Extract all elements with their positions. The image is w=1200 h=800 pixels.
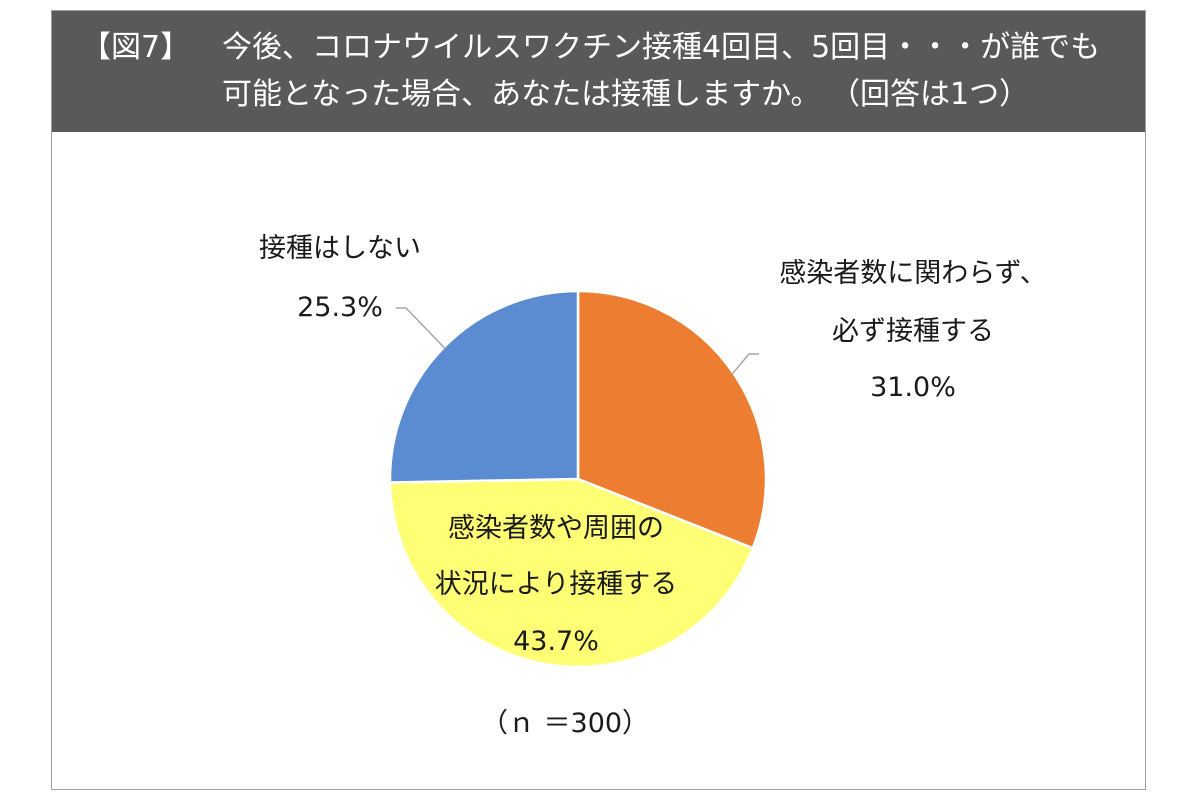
slice-2-label-line-1: 感染者数や周囲の: [448, 513, 664, 544]
slice-2-value-label: 43.7%: [513, 626, 599, 657]
sample-size-note: （ｎ ＝300）: [481, 708, 649, 739]
chart-title-line-2: 可能となった場合、あなたは接種しますか。 （回答は1つ）: [222, 77, 1030, 112]
slice-1-label-line-2: 必ず接種する: [832, 316, 994, 347]
pie-slice-2: [388, 477, 755, 669]
slice-1-leader-line: [731, 353, 759, 375]
chart-frame: 【図7】 今後、コロナウイルスワクチン接種4回目、5回目・・・が誰でも 可能とな…: [51, 10, 1146, 790]
slice-1-value-label: 31.0%: [870, 372, 956, 403]
slice-3-value-label: 25.3%: [297, 292, 383, 323]
slice-3-leader-line: [396, 307, 446, 350]
slice-1-label-line-1: 感染者数に関わらず、: [779, 258, 1047, 289]
figure-number: 【図7】: [81, 30, 191, 65]
slice-3-label-line-1: 接種はしない: [259, 233, 421, 264]
chart-title-line-1: 今後、コロナウイルスワクチン接種4回目、5回目・・・が誰でも: [222, 30, 1101, 65]
slice-2-label-line-2: 状況により接種する: [435, 569, 677, 600]
chart-header: 【図7】 今後、コロナウイルスワクチン接種4回目、5回目・・・が誰でも 可能とな…: [52, 11, 1145, 132]
